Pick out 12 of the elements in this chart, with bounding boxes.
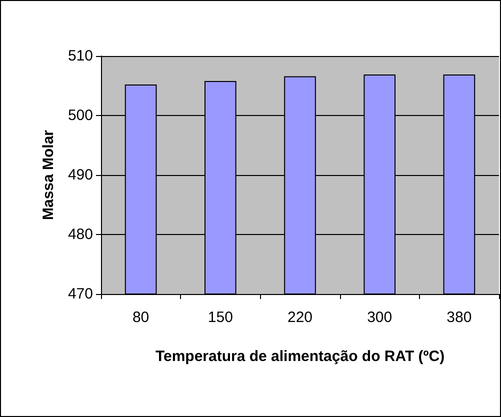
- y-tick-label: 510: [68, 48, 93, 64]
- x-tick-label: 150: [208, 309, 233, 326]
- y-tick-label: 490: [68, 166, 93, 184]
- y-tick-label: 470: [68, 286, 93, 302]
- x-tick-label: 300: [367, 309, 392, 326]
- y-axis-title: Massa Molar: [40, 130, 57, 220]
- x-tick-label: 80: [132, 309, 150, 326]
- x-tick-label: 380: [446, 309, 472, 326]
- x-axis-title: Temperatura de alimentação do RAT (ºC): [155, 348, 445, 365]
- y-tick-label: 500: [68, 107, 93, 124]
- x-tick-label: 220: [287, 309, 313, 326]
- y-tick-label: 480: [68, 226, 93, 243]
